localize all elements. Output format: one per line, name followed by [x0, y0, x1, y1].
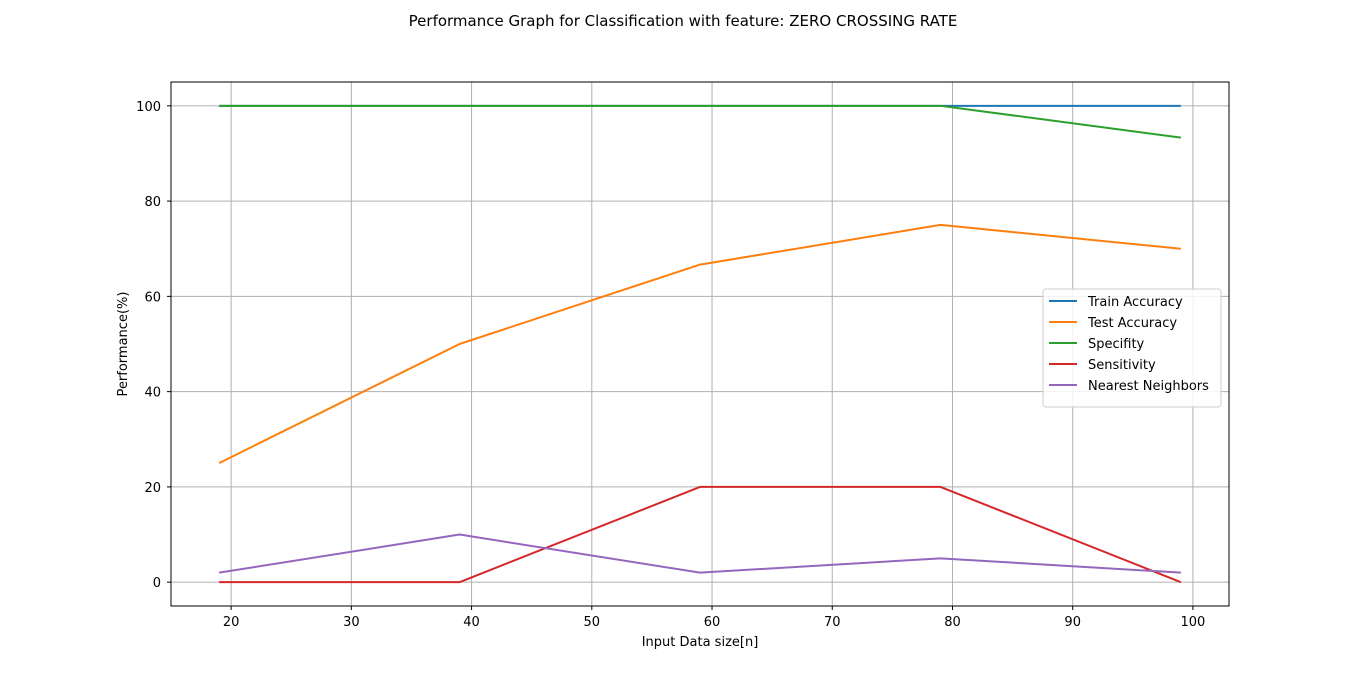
x-tick-label: 20	[223, 615, 240, 630]
legend-label: Sensitivity	[1088, 358, 1156, 373]
y-tick-label: 40	[144, 386, 161, 401]
series-line-nearest-neighbors	[218, 533, 1181, 574]
y-tick-label: 20	[144, 481, 161, 496]
x-axis-label: Input Data size[n]	[642, 635, 759, 650]
x-tick-label: 80	[944, 615, 961, 630]
axis-ticks: 20 30 40 50 60 70 80 90 100 0 20 40 60 80 100	[136, 100, 1205, 630]
y-tick-label: 100	[136, 100, 161, 115]
legend-label: Specifity	[1088, 337, 1145, 352]
legend-label: Test Accuracy	[1087, 316, 1177, 331]
legend: Train Accuracy Test Accuracy Specifity Sens…	[1042, 288, 1222, 408]
series-line-specifity	[219, 104, 1182, 139]
x-tick-label: 70	[824, 615, 841, 630]
y-axis-label: Performance(%)	[116, 292, 131, 397]
plot-frame	[170, 81, 1230, 607]
y-tick-label: 60	[144, 290, 161, 305]
series-line-sensitivity	[219, 485, 1182, 584]
x-tick-label: 60	[704, 615, 721, 630]
y-tick-label: 80	[144, 195, 161, 210]
legend-label: Nearest Neighbors	[1088, 379, 1209, 394]
x-tick-label: 100	[1181, 615, 1206, 630]
x-tick-label: 40	[463, 615, 480, 630]
series-lines	[218, 104, 1182, 584]
x-tick-label: 30	[343, 615, 360, 630]
x-tick-label: 90	[1064, 615, 1081, 630]
legend-label: Train Accuracy	[1087, 295, 1183, 310]
series-line-test-accuracy	[218, 223, 1182, 464]
legend-box	[1042, 288, 1222, 408]
x-tick-label: 50	[584, 615, 601, 630]
y-tick-label: 0	[153, 576, 161, 591]
chart-title: Performance Graph for Classification wit…	[409, 12, 958, 30]
